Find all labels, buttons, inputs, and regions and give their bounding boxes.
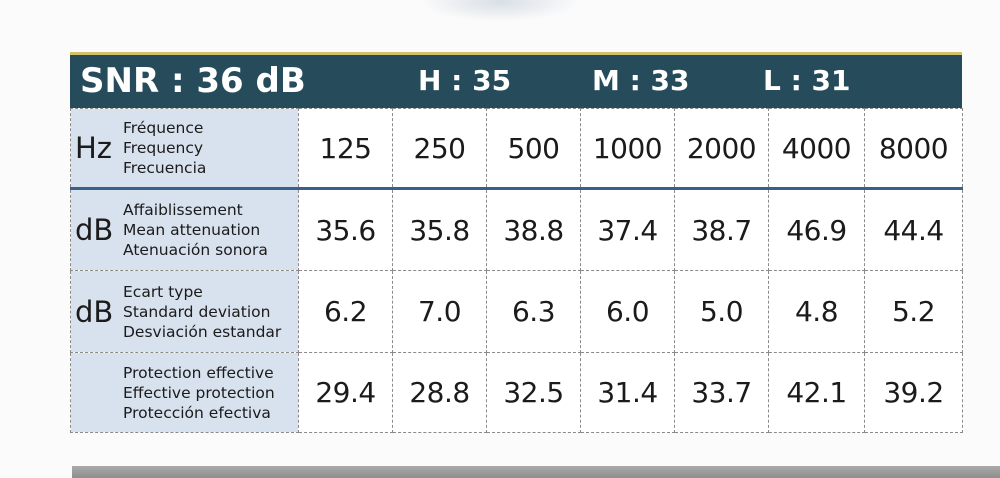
table-cell: 5.0: [674, 270, 769, 353]
row-label-en: Standard deviation: [123, 302, 271, 321]
table-cell: 125: [298, 108, 393, 190]
table-cell: 6.2: [298, 270, 393, 353]
table-cell: 4000: [768, 108, 865, 190]
effective-protection-row-header: Protection effective Effective protectio…: [70, 352, 299, 433]
row-label-fr: Ecart type: [123, 282, 203, 301]
row-label-es: Desviación estandar: [123, 322, 282, 341]
row-label-fr: Protection effective: [123, 363, 274, 382]
table-cell: 6.3: [486, 270, 581, 353]
table-cell: 31.4: [580, 352, 675, 433]
table-cell: 32.5: [486, 352, 581, 433]
table-cell: 46.9: [768, 188, 865, 271]
table-cell: 29.4: [298, 352, 393, 433]
row-unit: dB: [75, 213, 114, 247]
table-cell: 33.7: [674, 352, 769, 433]
row-label-en: Effective protection: [123, 383, 275, 402]
row-label-es: Frecuencia: [123, 159, 207, 177]
standard-deviation-row: dB Ecart type Standard deviation Desviac…: [70, 270, 963, 353]
frequency-row-header: Hz Fréquence Frequency Frecuencia: [70, 108, 299, 190]
table-cell: 35.6: [298, 188, 393, 271]
table-cell: 8000: [864, 108, 963, 190]
table-cell: 500: [486, 108, 581, 190]
row-label-es: Protección efectiva: [123, 403, 271, 422]
table-cell: 2000: [674, 108, 769, 190]
table-cell: 38.7: [674, 188, 769, 271]
table-cell: 250: [392, 108, 487, 190]
table-cell: 35.8: [392, 188, 487, 271]
mean-attenuation-row-header: dB Affaiblissement Mean attenuation Aten…: [70, 188, 299, 271]
row-unit: Hz: [75, 131, 113, 165]
table-cell: 6.0: [580, 270, 675, 353]
bottom-divider-bar: [72, 466, 1000, 478]
row-label-en: Mean attenuation: [123, 221, 261, 239]
table-cell: 4.8: [768, 270, 865, 353]
attenuation-spec-card: SNR : 36 dB H : 35 M : 33 L : 31 Hz Fréq…: [70, 52, 963, 433]
row-label-es: Atenuación sonora: [123, 241, 268, 259]
row-labels: Fréquence Frequency Frecuencia: [123, 118, 206, 178]
l-rating: L : 31: [763, 64, 851, 97]
snr-header-bar: SNR : 36 dB H : 35 M : 33 L : 31: [70, 52, 962, 108]
standard-deviation-row-header: dB Ecart type Standard deviation Desviac…: [70, 270, 299, 353]
effective-protection-row: Protection effective Effective protectio…: [70, 352, 963, 433]
row-unit: dB: [75, 294, 114, 329]
row-labels: Protection effective Effective protectio…: [123, 363, 275, 423]
frequency-row: Hz Fréquence Frequency Frecuencia 125 25…: [70, 108, 963, 190]
row-label-en: Frequency: [123, 139, 204, 157]
m-rating: M : 33: [592, 64, 690, 97]
row-labels: Ecart type Standard deviation Desviación…: [123, 282, 281, 342]
table-cell: 7.0: [392, 270, 487, 353]
attenuation-table: Hz Fréquence Frequency Frecuencia 125 25…: [70, 108, 963, 433]
row-label-fr: Fréquence: [123, 119, 204, 137]
row-label-fr: Affaiblissement: [123, 201, 243, 219]
table-cell: 28.8: [392, 352, 487, 433]
table-cell: 44.4: [864, 188, 963, 271]
row-labels: Affaiblissement Mean attenuation Atenuac…: [123, 200, 268, 260]
table-cell: 42.1: [768, 352, 865, 433]
table-cell: 38.8: [486, 188, 581, 271]
snr-rating: SNR : 36 dB: [80, 61, 306, 101]
table-cell: 39.2: [864, 352, 963, 433]
table-cell: 1000: [580, 108, 675, 190]
h-rating: H : 35: [418, 64, 512, 97]
mean-attenuation-row: dB Affaiblissement Mean attenuation Aten…: [70, 188, 963, 271]
table-cell: 5.2: [864, 270, 963, 353]
background-smudge: [420, 0, 580, 22]
table-cell: 37.4: [580, 188, 675, 271]
